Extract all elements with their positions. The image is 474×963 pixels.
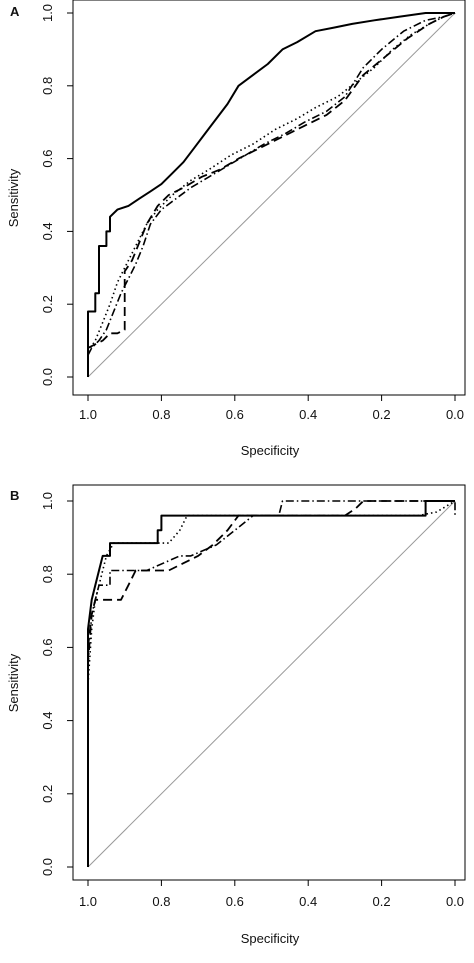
panel-b-reference-diagonal (87, 500, 456, 868)
panel-a-roc-dashed-line (87, 12, 456, 349)
panel-b-x-tick-label: 0.0 (446, 894, 464, 909)
panel-a-reference-diagonal (87, 12, 456, 378)
panel-a-y-tick-label: 0.8 (40, 77, 55, 95)
panel-b-y-tick-label: 0.8 (40, 565, 55, 583)
panel-b-x-tick-label: 0.2 (373, 894, 391, 909)
panel-b-y-axis-label: Sensitivity (6, 653, 21, 712)
panel-b-y-tick-label: 0.6 (40, 638, 55, 656)
panel-b-y-tick-label: 0.4 (40, 712, 55, 730)
panel-a: A 1.0 0.8 0.6 0.4 0.2 0.0 0.0 0.2 0.4 0.6 0.8 1.0 S… (6, 0, 466, 458)
panel-b-series (87, 500, 456, 868)
panel-a-x-tick-label: 1.0 (79, 407, 97, 422)
panel-a-y-tick-label: 0.2 (40, 295, 55, 313)
panel-a-y-tick-label: 0.0 (40, 368, 55, 386)
panel-a-x-tick-label: 0.6 (226, 407, 244, 422)
panel-a-x-tick-label: 0.0 (446, 407, 464, 422)
panel-a-roc-dashdot-line (87, 12, 456, 356)
panel-b-roc-dotted-line (87, 500, 456, 685)
panel-a-series (87, 12, 456, 378)
panel-a-y-tick-label: 1.0 (40, 4, 55, 22)
panel-a-ticks: 1.0 0.8 0.6 0.4 0.2 0.0 0.0 0.2 0.4 0.6 0.8 1.0 (40, 4, 464, 422)
panel-b-x-tick-label: 0.6 (226, 894, 244, 909)
panel-a-x-tick-label: 0.8 (152, 407, 170, 422)
panel-a-y-tick-label: 0.4 (40, 222, 55, 240)
panel-b-x-axis-label: Specificity (241, 931, 300, 946)
panel-a-x-tick-label: 0.4 (299, 407, 317, 422)
panel-b-roc-dashdot-line (87, 500, 456, 666)
panel-b-y-tick-label: 1.0 (40, 492, 55, 510)
panel-a-x-tick-label: 0.2 (373, 407, 391, 422)
panel-b-ticks: 1.0 0.8 0.6 0.4 0.2 0.0 0.0 0.2 0.4 0.6 0.8 1.0 (40, 492, 464, 909)
panel-a-roc-dotted-line (87, 12, 456, 352)
panel-b-y-tick-label: 0.0 (40, 858, 55, 876)
panel-b: B 1.0 0.8 0.6 0.4 0.2 0.0 0.0 0.2 0.4 0.6 0.8 1.0 S… (6, 484, 466, 946)
panel-b-roc-dashed-line (87, 500, 455, 648)
panel-a-y-axis-label: Sensitivity (6, 168, 21, 227)
panel-a-x-axis-label: Specificity (241, 443, 300, 458)
panel-b-x-tick-label: 1.0 (79, 894, 97, 909)
panel-a-roc-solid-line (87, 12, 455, 377)
panel-b-y-tick-label: 0.2 (40, 785, 55, 803)
panel-b-letter: B (10, 488, 19, 503)
panel-b-plot-frame (72, 484, 466, 881)
panel-a-y-tick-label: 0.6 (40, 150, 55, 168)
panel-b-x-tick-label: 0.4 (299, 894, 317, 909)
panel-a-plot-frame (72, 0, 466, 396)
panel-a-letter: A (10, 4, 20, 19)
panel-b-x-tick-label: 0.8 (152, 894, 170, 909)
